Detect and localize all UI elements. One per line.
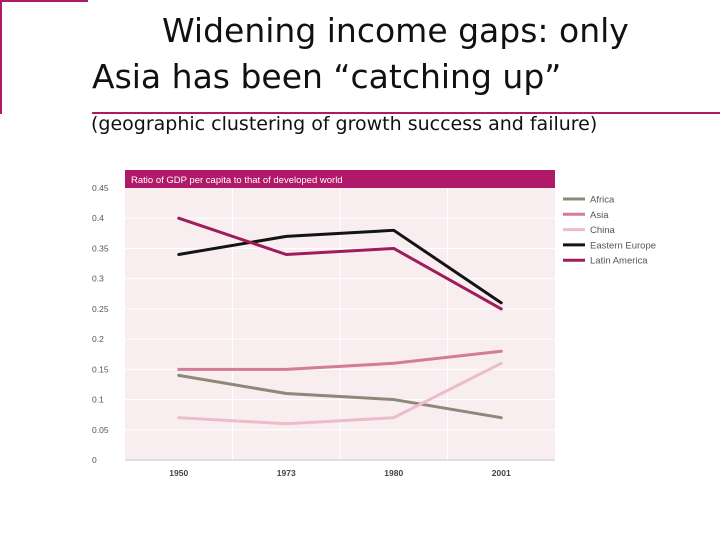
legend-label-asia: Asia — [590, 210, 609, 221]
y-tick-label: 0.4 — [92, 213, 104, 223]
x-tick-label: 1950 — [169, 468, 188, 478]
slide-subtitle: (geographic clustering of growth success… — [91, 113, 598, 135]
y-tick-label: 0.15 — [92, 364, 109, 374]
y-tick-label: 0.3 — [92, 274, 104, 284]
slide-title-line2: Asia has been “catching up” — [92, 57, 562, 96]
series-line-eastern-europe — [177, 228, 503, 305]
series-line-latin-america — [177, 216, 503, 311]
slide-frame-left — [0, 0, 2, 114]
series-line-china — [177, 361, 503, 426]
y-tick-label: 0.45 — [92, 183, 109, 193]
y-tick-label: 0 — [92, 455, 97, 465]
title-underline — [92, 112, 720, 114]
slide-title: Widening income gaps: only Asia has been… — [92, 8, 692, 100]
chart-title-band — [125, 170, 555, 188]
y-tick-label: 0.05 — [92, 425, 109, 435]
legend-label-china: China — [590, 225, 616, 236]
series-line-africa — [177, 373, 503, 420]
x-tick-label: 1973 — [277, 468, 296, 478]
y-tick-label: 0.2 — [92, 334, 104, 344]
legend-label-eastern-europe: Eastern Europe — [590, 240, 656, 251]
series-line-asia — [177, 349, 503, 371]
y-tick-label: 0.25 — [92, 304, 109, 314]
x-tick-label: 2001 — [492, 468, 511, 478]
chart-title: Ratio of GDP per capita to that of devel… — [131, 175, 343, 186]
legend-label-latin-america: Latin America — [590, 256, 648, 267]
y-tick-label: 0.1 — [92, 395, 104, 405]
x-tick-label: 1980 — [384, 468, 403, 478]
legend-label-africa: Africa — [590, 195, 615, 206]
slide-title-line1: Widening income gaps: only — [162, 11, 629, 50]
slide-frame-top — [0, 0, 88, 2]
y-tick-label: 0.35 — [92, 243, 109, 253]
